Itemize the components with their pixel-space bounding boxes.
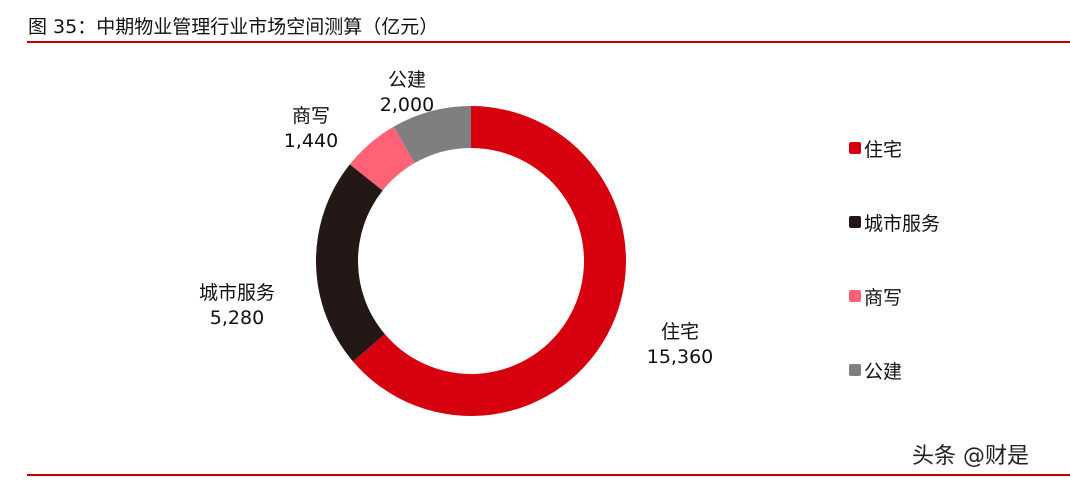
chart-title: 图 35：中期物业管理行业市场空间测算（亿元） xyxy=(28,16,439,38)
legend-item-city-services: 城市服务 xyxy=(849,210,941,235)
donut-slice-residential xyxy=(352,106,626,417)
data-label-city-services: 城市服务 5,280 xyxy=(199,281,275,331)
legend-item-commercial-office: 商写 xyxy=(849,284,940,309)
bottom-divider xyxy=(27,474,1070,476)
legend-label: 城市服务 xyxy=(864,212,941,235)
watermark-text: 头条 @财是 xyxy=(912,444,1029,469)
legend-swatch xyxy=(849,216,861,228)
legend-swatch xyxy=(849,142,861,154)
data-label-residential: 住宅 15,360 xyxy=(647,320,713,370)
legend-label: 商写 xyxy=(864,286,903,309)
legend-item-public-buildings: 公建 xyxy=(849,358,940,383)
data-label-category: 城市服务 xyxy=(198,282,276,304)
donut-slice-city-services xyxy=(316,164,385,362)
data-label-value: 1,440 xyxy=(283,130,339,152)
legend-item-residential: 住宅 xyxy=(849,136,940,161)
data-label-value: 5,280 xyxy=(209,307,265,329)
title-divider xyxy=(27,41,1070,43)
data-label-category: 公建 xyxy=(387,69,426,91)
legend-label: 住宅 xyxy=(864,138,903,161)
legend-swatch xyxy=(849,290,861,302)
data-label-category: 商写 xyxy=(291,105,330,127)
donut-slice-commercial-office xyxy=(349,126,415,191)
data-label-commercial-office: 商写 1,440 xyxy=(284,104,338,154)
donut-slice-public-buildings xyxy=(393,106,471,164)
legend-swatch xyxy=(849,364,861,376)
data-label-public-buildings: 公建 2,000 xyxy=(380,68,434,118)
chart-legend: 住宅 城市服务 商写 公建 xyxy=(849,136,940,432)
data-label-value: 2,000 xyxy=(379,94,435,116)
data-label-category: 住宅 xyxy=(660,321,700,343)
data-label-value: 15,360 xyxy=(646,346,714,368)
legend-label: 公建 xyxy=(864,360,903,383)
